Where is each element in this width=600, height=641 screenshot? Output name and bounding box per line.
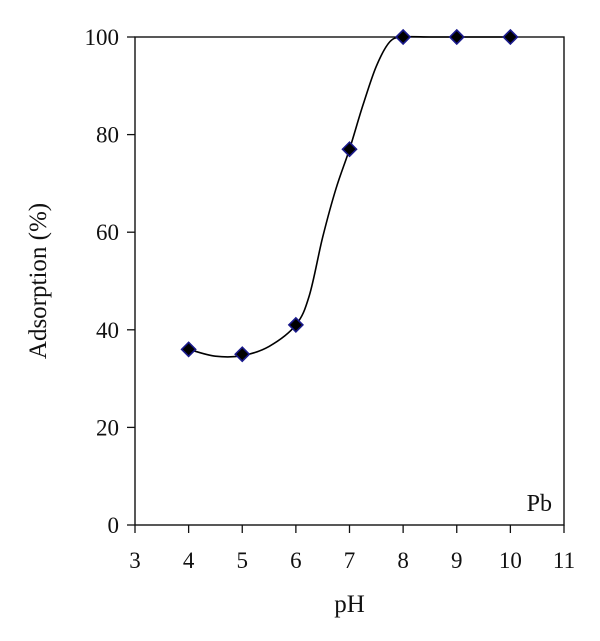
data-point-marker: [341, 141, 358, 158]
y-axis-title: Adsorption (%): [25, 203, 52, 359]
y-tick-label: 40: [96, 318, 119, 343]
data-point-marker: [234, 346, 251, 363]
y-tick-label: 60: [96, 220, 119, 245]
x-axis-title: pH: [334, 591, 365, 618]
x-tick-label: 6: [290, 548, 302, 573]
x-tick-label: 11: [553, 548, 575, 573]
y-tick-label: 100: [85, 25, 120, 50]
data-point-marker: [502, 28, 519, 46]
fit-curve: [188, 35, 511, 358]
x-tick-label: 7: [344, 548, 356, 573]
data-point-marker: [287, 316, 305, 334]
x-tick-label: 5: [237, 548, 249, 573]
data-point-marker: [180, 341, 197, 358]
x-tick-label: 10: [499, 548, 522, 573]
x-tick-label: 9: [451, 548, 463, 573]
plot-area-frame: [134, 36, 565, 526]
x-tick-label: 3: [129, 548, 141, 573]
data-points: [180, 28, 519, 363]
x-tick-label: 8: [397, 548, 409, 573]
x-tick-label: 4: [183, 548, 195, 573]
x-axis-ticks: 3 4 5 6 7 8 9 10 11: [129, 525, 575, 573]
y-tick-label: 20: [96, 415, 119, 440]
y-tick-label: 0: [108, 513, 120, 538]
data-point-marker: [394, 28, 412, 46]
y-axis-ticks: 0 20 40 60 80 100: [85, 25, 135, 538]
panel-label-pb: Pb: [527, 491, 552, 517]
data-point-marker: [448, 28, 465, 46]
y-tick-label: 80: [96, 123, 119, 148]
